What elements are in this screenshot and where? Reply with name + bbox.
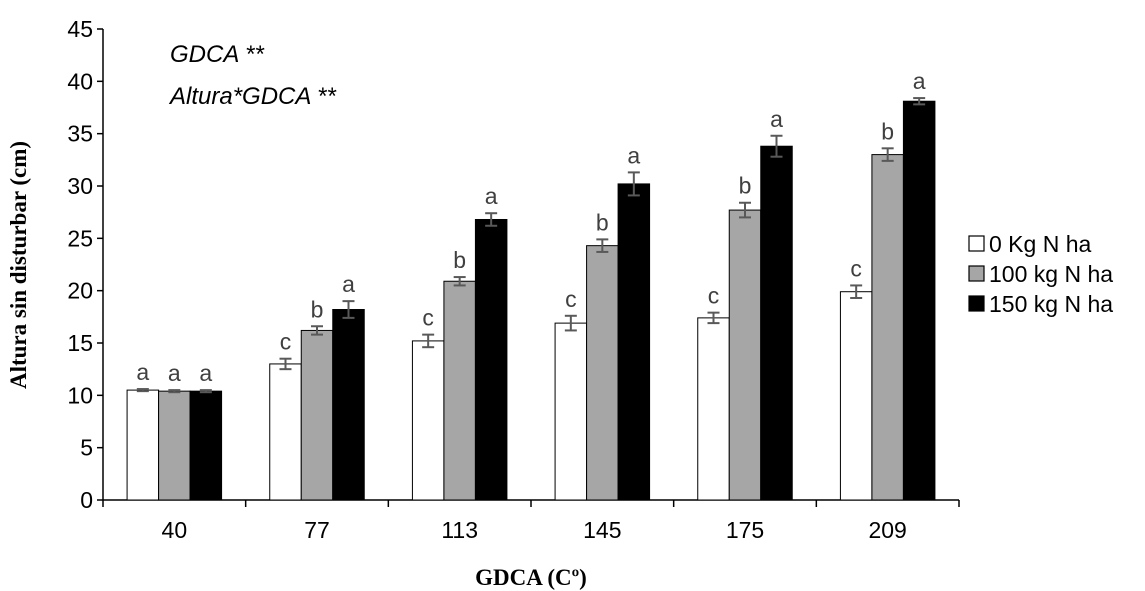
significance-letter: b bbox=[596, 209, 609, 235]
significance-letter: c bbox=[280, 329, 292, 355]
significance-letter: b bbox=[453, 247, 466, 273]
legend-label: 100 kg N ha bbox=[989, 261, 1113, 287]
x-tick-label: 145 bbox=[583, 517, 621, 543]
significance-letter: a bbox=[342, 271, 355, 297]
bar bbox=[554, 322, 588, 501]
bar bbox=[158, 390, 191, 501]
y-tick-label: 20 bbox=[67, 278, 93, 304]
significance-letter: a bbox=[913, 68, 926, 94]
significance-letter: a bbox=[136, 359, 149, 385]
significance-letter: a bbox=[770, 106, 783, 132]
bar bbox=[126, 389, 160, 501]
x-tick-label: 209 bbox=[868, 517, 906, 543]
bar bbox=[411, 340, 445, 501]
y-axis: 0 5 10 15 20 25 30 35 40 45 bbox=[67, 16, 104, 513]
annotation-gdca: GDCA ** bbox=[170, 41, 264, 68]
bar bbox=[617, 183, 651, 501]
bar bbox=[443, 280, 476, 501]
bar bbox=[902, 100, 936, 501]
x-tick-label: 175 bbox=[726, 517, 764, 543]
y-tick-label: 0 bbox=[80, 487, 93, 513]
bar bbox=[189, 390, 223, 501]
x-tick-label: 113 bbox=[441, 517, 478, 543]
y-tick-label: 30 bbox=[67, 173, 93, 199]
legend-swatch bbox=[968, 235, 985, 252]
legend-label: 0 Kg N ha bbox=[989, 231, 1091, 257]
significance-letter: c bbox=[565, 286, 577, 312]
x-tick-label: 77 bbox=[304, 517, 330, 543]
y-tick-label: 35 bbox=[67, 121, 93, 147]
significance-letter: c bbox=[708, 283, 720, 309]
significance-letter: b bbox=[739, 173, 752, 199]
significance-letter: b bbox=[311, 296, 324, 322]
y-tick-label: 25 bbox=[67, 225, 93, 251]
x-axis-title: GDCA (Cº) bbox=[475, 565, 587, 590]
y-tick-label: 5 bbox=[80, 435, 93, 461]
annotation-altura-gdca: Altura*GDCA ** bbox=[168, 83, 336, 110]
legend-swatch bbox=[968, 295, 985, 312]
bar bbox=[760, 145, 793, 501]
bar bbox=[728, 209, 762, 501]
significance-letter: a bbox=[199, 360, 212, 386]
significance-letter: a bbox=[627, 142, 640, 168]
significance-letter: a bbox=[485, 183, 498, 209]
significance-letter: a bbox=[168, 360, 181, 386]
y-tick-label: 45 bbox=[67, 16, 93, 42]
x-axis: 40 77 113 145 175 209 bbox=[102, 499, 960, 543]
bars bbox=[126, 100, 936, 501]
bar bbox=[332, 309, 365, 501]
error-bars bbox=[136, 97, 926, 394]
legend-swatch bbox=[968, 265, 985, 282]
bar bbox=[300, 329, 334, 501]
y-tick-label: 40 bbox=[67, 68, 93, 94]
bar bbox=[697, 317, 730, 501]
y-tick-label: 15 bbox=[67, 330, 93, 356]
x-tick-label: 40 bbox=[162, 517, 188, 543]
y-tick-label: 10 bbox=[67, 382, 93, 408]
legend-label: 150 kg N ha bbox=[989, 291, 1113, 317]
significance-letter: b bbox=[881, 118, 894, 144]
legend: 0 Kg N ha 100 kg N ha 150 kg N ha bbox=[968, 231, 1113, 317]
bar bbox=[871, 154, 904, 501]
bar bbox=[586, 245, 619, 501]
significance-letter: c bbox=[422, 305, 434, 331]
significance-letter: c bbox=[850, 255, 862, 281]
bar bbox=[839, 291, 873, 501]
bar bbox=[474, 218, 508, 501]
bar bbox=[269, 363, 302, 501]
y-axis-title: Altura sin disturbar (cm) bbox=[6, 141, 31, 389]
